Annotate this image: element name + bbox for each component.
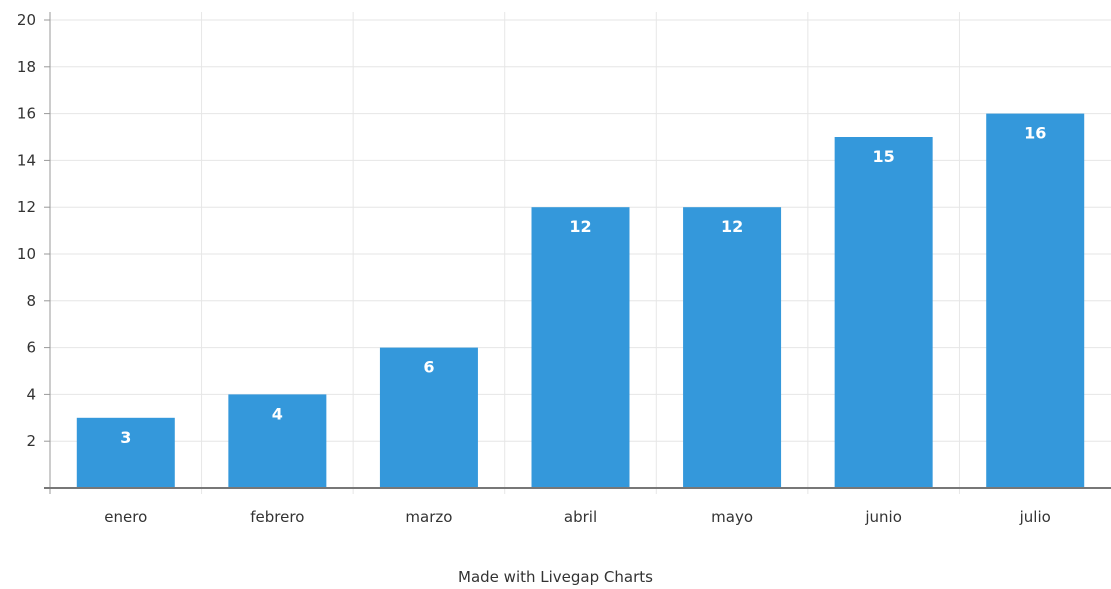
y-tick-label: 16: [17, 105, 36, 123]
y-tick-label: 20: [17, 11, 36, 29]
bar-junio: [834, 137, 933, 488]
y-tick-label: 14: [17, 151, 36, 169]
bars: [76, 113, 1085, 488]
x-tick-label-abril: abril: [564, 508, 597, 526]
y-tick-label: 18: [17, 58, 36, 76]
labels: 2 4 6 8 10 12 14 16 18 20 3 enero 4 febrero 6 marzo 12 ab…: [17, 11, 1051, 526]
y-tick-label: 4: [26, 385, 36, 403]
data-label-enero: 3: [120, 428, 131, 447]
bar-enero: [76, 417, 175, 488]
data-label-julio: 16: [1024, 124, 1046, 143]
y-tick-label: 8: [26, 292, 36, 310]
bar-abril: [531, 207, 630, 488]
data-label-junio: 15: [873, 147, 895, 166]
data-label-febrero: 4: [272, 404, 283, 423]
bar-febrero: [228, 394, 327, 488]
data-label-abril: 12: [569, 217, 591, 236]
y-tick-label: 12: [17, 198, 36, 216]
x-tick-label-mayo: mayo: [711, 508, 753, 526]
bar-julio: [986, 113, 1085, 488]
chart-credit: Made with Livegap Charts: [458, 568, 653, 586]
y-tick-label: 2: [26, 432, 36, 450]
x-tick-label-marzo: marzo: [405, 508, 452, 526]
x-tick-label-enero: enero: [104, 508, 147, 526]
data-label-marzo: 6: [423, 358, 434, 377]
axes: [44, 12, 1111, 494]
x-tick-label-julio: julio: [1019, 508, 1051, 526]
y-tick-label: 6: [26, 339, 36, 357]
x-tick-label-junio: junio: [864, 508, 902, 526]
bar-mayo: [683, 207, 782, 488]
x-tick-label-febrero: febrero: [250, 508, 304, 526]
bar-marzo: [379, 347, 478, 488]
y-tick-label: 10: [17, 245, 36, 263]
data-label-mayo: 12: [721, 217, 743, 236]
